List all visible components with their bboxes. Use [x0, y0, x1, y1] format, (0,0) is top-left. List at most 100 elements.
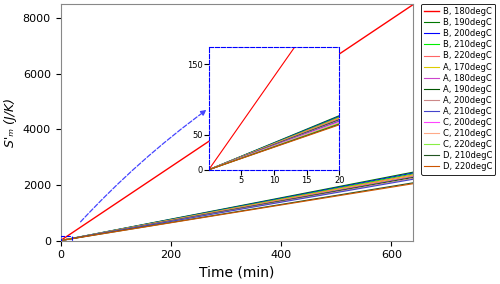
A, 210degC — [248, 206, 254, 209]
B, 180degC — [347, 45, 353, 49]
A, 180degC — [402, 176, 408, 180]
C, 200degC — [68, 237, 74, 241]
B, 210degC — [225, 207, 231, 211]
A, 200degC — [410, 177, 416, 180]
B, 220degC — [410, 173, 416, 176]
Y-axis label: S'ₘ (J/K): S'ₘ (J/K) — [4, 98, 17, 147]
C, 210degC — [68, 237, 74, 241]
C, 220degC — [63, 238, 69, 241]
A, 170degC — [402, 176, 408, 179]
B, 190degC — [248, 202, 254, 205]
B, 180degC — [402, 8, 408, 12]
B, 200degC — [402, 173, 408, 176]
B, 210degC — [410, 172, 416, 176]
A, 190degC — [225, 209, 231, 212]
A, 170degC — [248, 204, 254, 207]
C, 210degC — [58, 239, 64, 242]
C, 210degC — [63, 238, 69, 241]
X-axis label: Time (min): Time (min) — [200, 266, 274, 280]
B, 210degC — [347, 184, 353, 188]
C, 210degC — [63, 238, 69, 241]
A, 180degC — [248, 204, 254, 208]
D, 210degC — [410, 181, 416, 185]
B, 200degC — [268, 199, 274, 202]
A, 210degC — [225, 210, 231, 213]
B, 220degC — [268, 200, 274, 203]
B, 180degC — [268, 98, 274, 102]
Line: D, 220degC: D, 220degC — [60, 184, 414, 241]
Line: B, 210degC: B, 210degC — [60, 174, 414, 241]
B, 220degC — [225, 208, 231, 211]
D, 220degC — [347, 192, 353, 196]
C, 210degC — [64, 238, 70, 241]
C, 210degC — [68, 237, 74, 240]
B, 180degC — [58, 239, 64, 242]
A, 180degC — [58, 239, 64, 242]
Legend: B, 180degC, B, 190degC, B, 200degC, B, 210degC, B, 220degC, A, 170degC, A, 180de: B, 180degC, B, 190degC, B, 200degC, B, 2… — [421, 4, 496, 175]
Line: B, 180degC: B, 180degC — [60, 4, 414, 241]
Line: A, 180degC: A, 180degC — [60, 177, 414, 241]
B, 190degC — [410, 170, 416, 174]
A, 170degC — [268, 200, 274, 204]
A, 200degC — [58, 239, 64, 242]
A, 210degC — [228, 209, 234, 213]
A, 190degC — [347, 187, 353, 191]
C, 220degC — [64, 238, 70, 241]
Line: C, 210degC: C, 210degC — [60, 239, 72, 241]
B, 210degC — [402, 174, 408, 177]
A, 170degC — [347, 186, 353, 189]
D, 220degC — [225, 212, 231, 215]
Line: A, 190degC: A, 190degC — [60, 178, 414, 241]
Line: B, 200degC: B, 200degC — [60, 173, 414, 241]
C, 210degC — [64, 238, 70, 241]
B, 210degC — [58, 239, 64, 242]
B, 200degC — [228, 206, 234, 210]
A, 170degC — [410, 174, 416, 177]
C, 220degC — [58, 239, 64, 242]
D, 210degC — [347, 191, 353, 195]
B, 200degC — [347, 183, 353, 187]
A, 190degC — [58, 239, 64, 242]
B, 220degC — [228, 207, 234, 211]
B, 190degC — [225, 206, 231, 210]
A, 200degC — [402, 178, 408, 181]
C, 220degC — [63, 238, 69, 241]
Line: D, 210degC: D, 210degC — [60, 183, 414, 241]
C, 200degC — [63, 238, 69, 241]
D, 210degC — [248, 208, 254, 211]
A, 200degC — [248, 205, 254, 208]
B, 190degC — [402, 172, 408, 176]
A, 180degC — [228, 208, 234, 212]
B, 210degC — [228, 207, 234, 210]
D, 220degC — [402, 183, 408, 187]
C, 200degC — [63, 238, 69, 241]
D, 210degC — [268, 204, 274, 208]
B, 220degC — [402, 175, 408, 178]
B, 180degC — [225, 127, 231, 130]
C, 200degC — [64, 238, 70, 241]
Line: C, 200degC: C, 200degC — [60, 239, 72, 241]
C, 220degC — [64, 238, 70, 241]
Line: B, 220degC: B, 220degC — [60, 175, 414, 241]
D, 220degC — [410, 182, 416, 185]
B, 200degC — [248, 202, 254, 206]
A, 170degC — [228, 208, 234, 211]
D, 210degC — [402, 182, 408, 186]
D, 220degC — [228, 212, 234, 215]
D, 220degC — [268, 205, 274, 208]
A, 190degC — [402, 177, 408, 181]
A, 190degC — [228, 208, 234, 212]
A, 210degC — [58, 239, 64, 242]
D, 210degC — [228, 211, 234, 214]
C, 200degC — [64, 238, 70, 241]
B, 210degC — [268, 199, 274, 202]
Line: A, 210degC: A, 210degC — [60, 179, 414, 241]
A, 190degC — [410, 176, 416, 179]
B, 220degC — [58, 239, 64, 242]
A, 180degC — [347, 186, 353, 190]
A, 200degC — [268, 202, 274, 205]
C, 220degC — [68, 237, 74, 241]
D, 220degC — [58, 239, 64, 242]
Line: A, 170degC: A, 170degC — [60, 176, 414, 241]
C, 220degC — [66, 237, 72, 241]
